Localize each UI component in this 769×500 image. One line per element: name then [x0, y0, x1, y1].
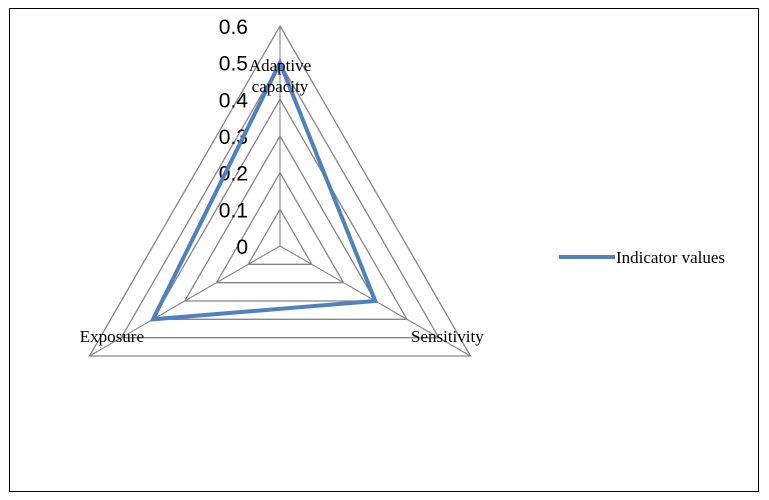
axis-label: Sensitivity [411, 327, 484, 346]
grid-ring [120, 61, 440, 339]
tick-label: 0.4 [219, 89, 249, 112]
tick-label: 0.6 [219, 16, 248, 39]
radar-chart: 00.10.20.30.40.50.6 Adaptive capacitySens… [80, 16, 725, 357]
axis-label: Adaptive capacity [249, 56, 311, 96]
chart-frame: 0 0.1 0.2 0.3 0.4 0.5 0.6 Adaptive capacity Sens… [9, 8, 759, 492]
series-line [149, 57, 379, 322]
tick-label: 0.5 [219, 53, 248, 76]
axis-label-line: Exposure [80, 327, 144, 346]
legend-label: Indicator values [616, 248, 725, 267]
grid-ring [247, 208, 313, 265]
grid-spoke [89, 245, 281, 357]
grid-layer [88, 24, 472, 357]
legend: Indicator values [559, 248, 725, 267]
tick-layer: 00.10.20.30.40.50.6 [219, 16, 249, 259]
grid-ring [215, 171, 345, 284]
axis-label: Exposure [80, 327, 144, 346]
axis-label-line: capacity [252, 77, 309, 96]
grid-ring [88, 24, 472, 357]
grid-ring [183, 134, 377, 302]
axis-label-line: Sensitivity [411, 327, 484, 346]
tick-label: 0.1 [219, 199, 248, 222]
series-layer [149, 57, 379, 322]
grid-ring [151, 97, 409, 320]
axis-label-layer: Adaptive capacity Sensitivity Exposure [80, 56, 484, 346]
axis-label-line: Adaptive [249, 56, 311, 75]
tick-label: 0 [236, 236, 248, 259]
